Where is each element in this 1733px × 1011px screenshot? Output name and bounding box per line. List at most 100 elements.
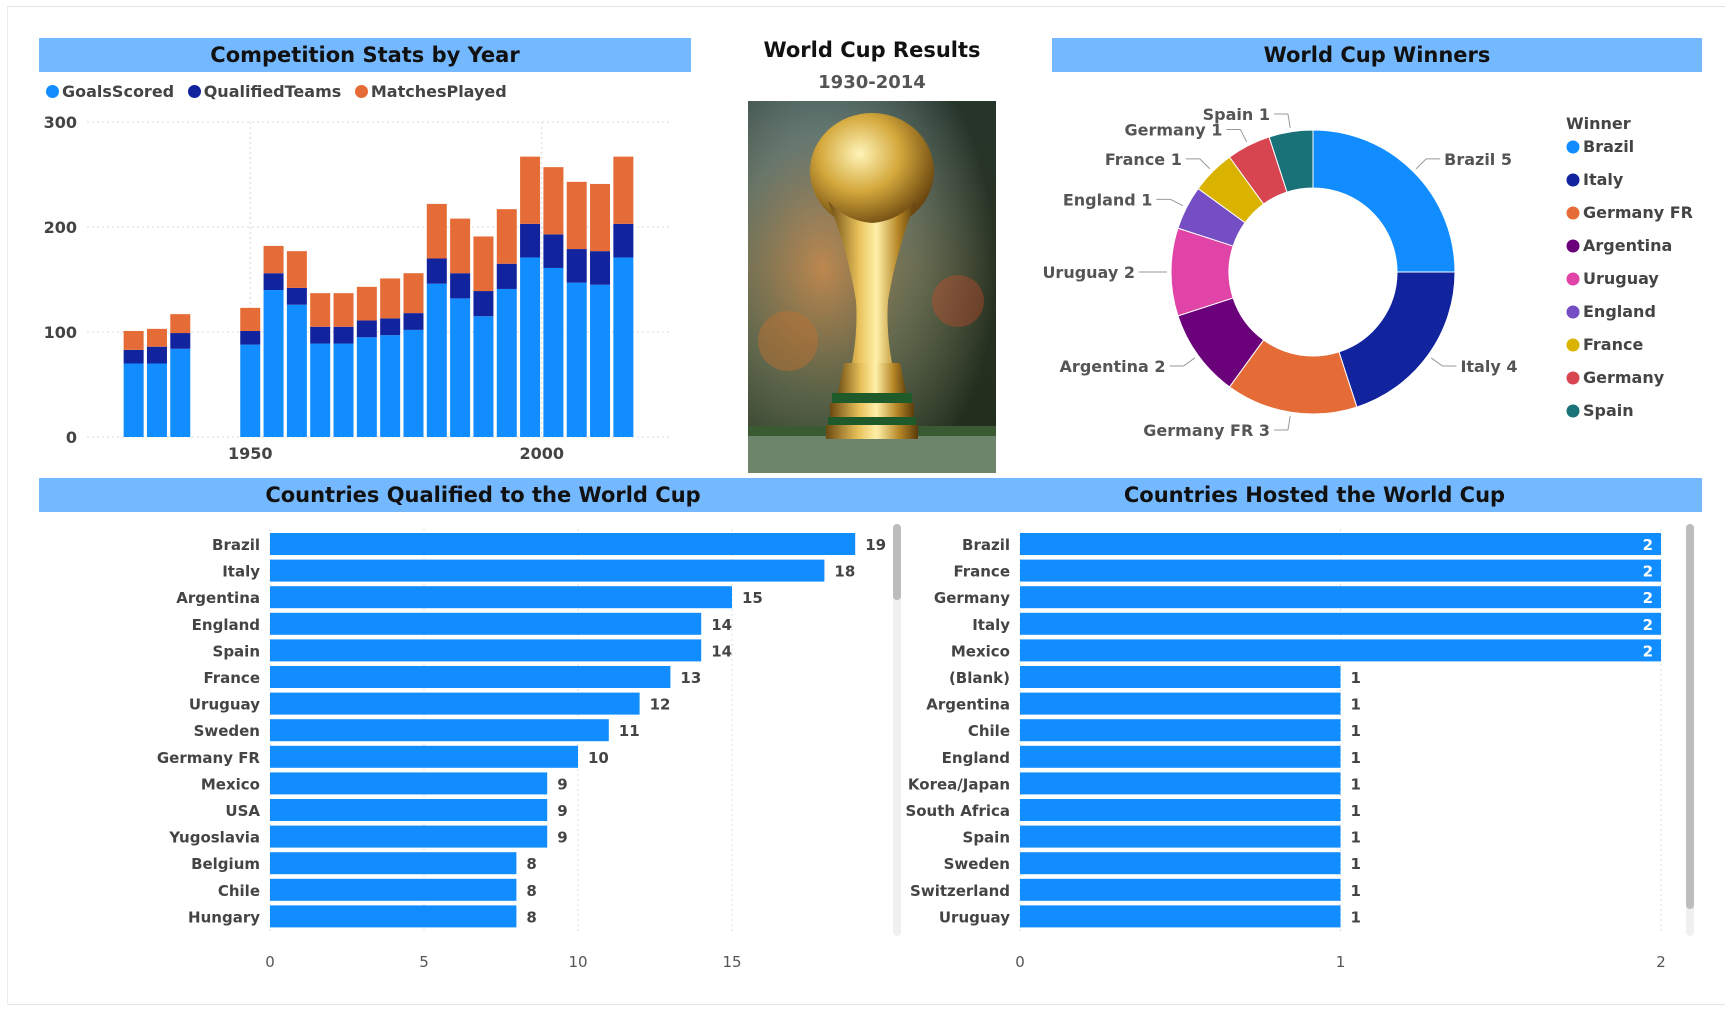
category-label: France: [953, 563, 1010, 581]
legend-label-germany: Germany: [1583, 368, 1665, 387]
data-label: 8: [526, 908, 536, 926]
y-tick-label: 100: [44, 323, 77, 342]
bar-matchesplayed-1974: [380, 278, 401, 319]
bar-qualifiedteams-1958: [286, 287, 307, 305]
bar-france: [1020, 559, 1661, 582]
bar-argentina: [270, 586, 732, 609]
donut-data-label: Spain 1: [1203, 105, 1270, 124]
data-label: 18: [834, 563, 855, 581]
bar-sweden: [1020, 852, 1341, 875]
category-label: Mexico: [951, 642, 1010, 660]
bar-matchesplayed-1954: [263, 245, 284, 274]
category-label: Sweden: [944, 855, 1010, 873]
legend-goals[interactable]: GoalsScored: [46, 82, 174, 101]
x-tick-label: 2000: [519, 444, 564, 463]
data-label: 10: [588, 749, 609, 767]
results-title: World Cup Results: [763, 38, 981, 62]
bar-england: [270, 612, 702, 635]
data-label: 1: [1351, 669, 1361, 687]
bar-matchesplayed-2014: [613, 156, 634, 224]
data-label: 2: [1643, 642, 1653, 660]
bar-uruguay: [1020, 905, 1341, 928]
data-label: 1: [1351, 696, 1361, 714]
data-label: 9: [557, 775, 567, 793]
category-label: Sweden: [194, 722, 260, 740]
data-label: 14: [711, 616, 732, 634]
bar-matchesplayed-1934: [146, 328, 167, 347]
legend-dot-brazil: [1566, 140, 1580, 154]
legend-dot-matches: [354, 85, 368, 98]
bar-matchesplayed-1958: [286, 251, 307, 288]
hosted-scroll-thumb[interactable]: [1686, 524, 1694, 909]
qualified-scrollbar[interactable]: [893, 524, 901, 936]
legend-dot-goals: [46, 85, 59, 98]
donut-data-label: Uruguay 2: [1042, 263, 1135, 282]
bar-france: [270, 666, 671, 688]
bar-belgium: [270, 852, 517, 875]
legend-label-uruguay: Uruguay: [1583, 269, 1659, 288]
data-label: 15: [742, 589, 763, 607]
hosted-title: Countries Hosted the World Cup: [927, 478, 1702, 512]
bar-goalsscored-1938: [170, 348, 191, 437]
category-label: South Africa: [905, 802, 1010, 820]
bar-argentina: [1020, 692, 1341, 715]
hosted-bar-chart[interactable]: 0 1 2 Brazil 2 France 2 Germany 2 Italy 2 Mexico 2 (B…: [890, 515, 1700, 975]
data-label: 1: [1351, 722, 1361, 740]
category-label: Spain: [213, 642, 260, 660]
bar-goalsscored-2010: [590, 284, 611, 437]
bar-qualifiedteams-1950: [240, 330, 261, 345]
data-label: 1: [1351, 855, 1361, 873]
category-label: Germany: [934, 589, 1010, 607]
category-label: USA: [225, 802, 260, 820]
bar-qualifiedteams-1974: [380, 318, 401, 336]
category-label: Mexico: [201, 775, 260, 793]
category-label: Chile: [968, 722, 1010, 740]
x-tick-label: 1: [1336, 953, 1346, 971]
bar-qualifiedteams-1998: [520, 223, 541, 258]
category-label: Brazil: [962, 536, 1010, 554]
bar-matchesplayed-2006: [566, 181, 587, 250]
x-tick-label: 0: [265, 953, 275, 971]
bar--blank-: [1020, 666, 1341, 688]
legend-label-italy: Italy: [1583, 170, 1624, 189]
qualified-bar-chart[interactable]: 0 5 10 15 Brazil 19 Italy 18 Argentina 15 England 1…: [0, 515, 890, 975]
top-border: [8, 6, 1725, 7]
donut-data-label: Argentina 2: [1060, 357, 1166, 376]
category-label: Hungary: [188, 908, 260, 926]
bar-goalsscored-1994: [496, 288, 517, 437]
category-label: Italy: [222, 563, 260, 581]
x-tick-label: 0: [1015, 953, 1025, 971]
donut-data-label: Italy 4: [1460, 357, 1517, 376]
bar-mexico: [1020, 639, 1661, 662]
stats-legend[interactable]: GoalsScored QualifiedTeams MatchesPlayed: [46, 82, 515, 102]
data-label: 2: [1643, 536, 1653, 554]
bar-matchesplayed-2002: [543, 167, 564, 235]
bar-goalsscored-1986: [450, 298, 471, 437]
category-label: Chile: [218, 882, 260, 900]
x-tick-label: 2: [1656, 953, 1666, 971]
stats-chart[interactable]: 0 100 200 300 1950 2000: [0, 0, 700, 470]
bar-south-africa: [1020, 799, 1341, 821]
winners-donut-chart[interactable]: Brazil 5 Italy 4 Germany FR 3 Argentina 2 Ur…: [1040, 90, 1720, 460]
donut-leader-line: [1156, 198, 1184, 207]
bar-qualifiedteams-1938: [170, 333, 191, 349]
bar-yugoslavia: [270, 825, 548, 848]
data-label: 1: [1351, 749, 1361, 767]
bar-matchesplayed-1986: [450, 218, 471, 274]
data-label: 1: [1351, 829, 1361, 847]
category-label: Argentina: [926, 696, 1010, 714]
hosted-scrollbar[interactable]: [1686, 524, 1694, 936]
stats-title: Competition Stats by Year: [39, 38, 691, 72]
bar-matchesplayed-1994: [496, 209, 517, 264]
category-label: Switzerland: [910, 882, 1010, 900]
qualified-scroll-thumb[interactable]: [893, 524, 901, 600]
category-label: Yugoslavia: [168, 829, 260, 847]
legend-dot-qualified: [187, 85, 201, 98]
y-tick-label: 0: [66, 428, 77, 447]
legend-matches[interactable]: MatchesPlayed: [354, 82, 507, 101]
bar-goalsscored-2006: [566, 282, 587, 437]
legend-qualified[interactable]: QualifiedTeams: [187, 82, 341, 101]
bar-qualifiedteams-2014: [613, 223, 634, 258]
category-label: Spain: [963, 829, 1010, 847]
category-label: Germany FR: [157, 749, 261, 767]
